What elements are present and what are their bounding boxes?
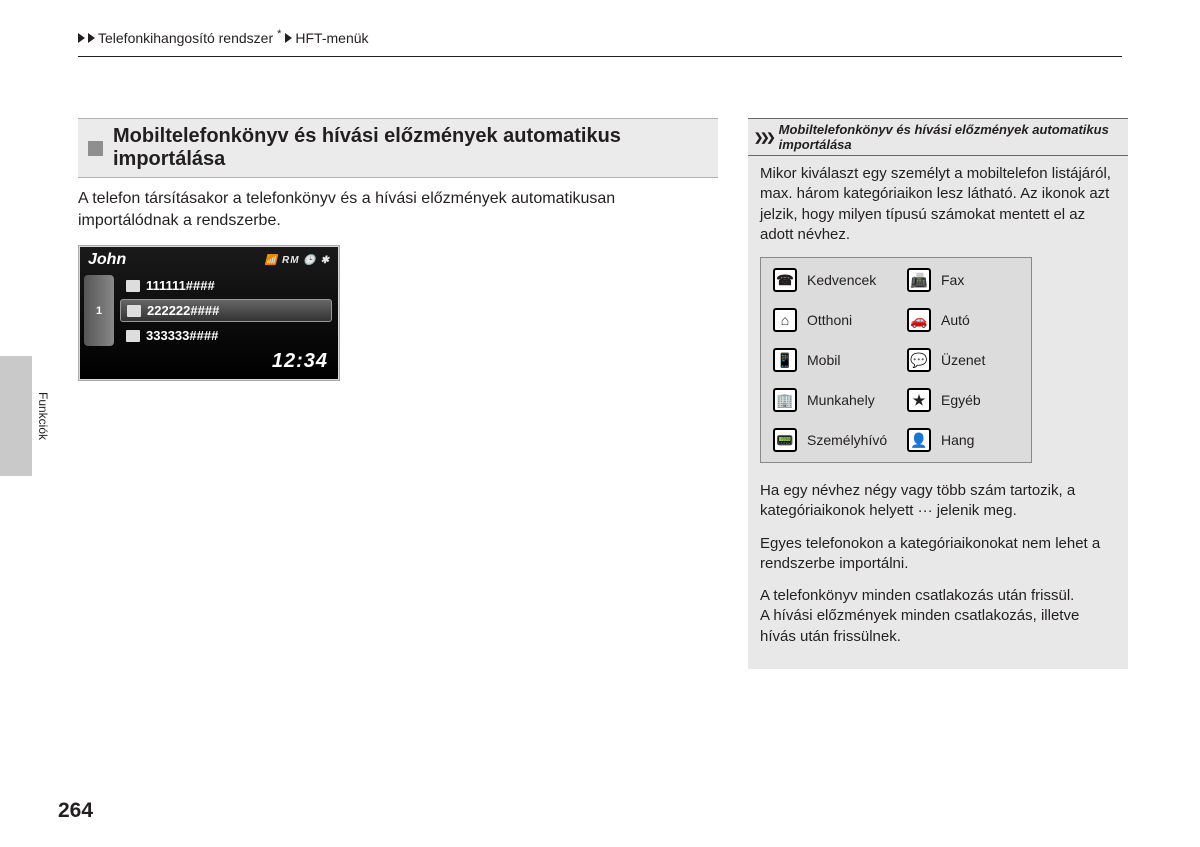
triangle-icon — [78, 33, 85, 43]
sidebar-title-text: Mobiltelefonkönyv és hívási előzmények a… — [779, 122, 1122, 152]
section-heading: Mobiltelefonkönyv és hívási előzmények a… — [78, 118, 718, 178]
info-sidebar: ❯❯❯ Mobiltelefonkönyv és hívási előzmény… — [748, 118, 1128, 669]
icon-label: Autó — [941, 311, 1019, 330]
icon-label: Mobil — [807, 351, 897, 370]
voice-icon: 👤 — [907, 428, 931, 452]
body-paragraph: A telefon társításakor a telefonkönyv és… — [78, 188, 718, 231]
category-icon-table: ☎ Kedvencek 📠 Fax ⌂ Otthoni 🚗 Autó 📱 Mob… — [760, 257, 1032, 463]
icon-label: Munkahely — [807, 391, 897, 410]
phone-number-list: 111111#### 222222#### 333333#### — [120, 275, 332, 346]
sidebar-title: ❯❯❯ Mobiltelefonkönyv és hívási előzmény… — [748, 118, 1128, 156]
breadcrumb-item: Telefonkihangosító rendszer — [98, 30, 273, 46]
phone-number: 333333#### — [146, 328, 218, 343]
sidebar-line: A hívási előzmények minden csatlakozás, … — [760, 606, 1116, 647]
page-number: 264 — [58, 799, 93, 823]
sidebar-paragraph: A telefonkönyv minden csatlakozás után f… — [760, 586, 1116, 647]
favorites-icon: ☎ — [773, 268, 797, 292]
icon-label: Hang — [941, 431, 1019, 450]
square-bullet-icon — [88, 141, 103, 156]
phone-row-selected: 222222#### — [120, 299, 332, 322]
phone-screenshot: John 📶 RM 🕒 ✱ 1 111111#### 222222#### — [78, 245, 340, 381]
phone-category-icon — [126, 330, 140, 342]
home-icon: ⌂ — [773, 308, 797, 332]
side-tab-label: Funkciók — [36, 392, 50, 440]
triangle-icon — [285, 33, 292, 43]
contact-name: John — [88, 251, 126, 269]
other-icon: ★ — [907, 388, 931, 412]
icon-label: Otthoni — [807, 311, 897, 330]
chevron-icon: ❯❯❯ — [754, 131, 773, 144]
message-icon: 💬 — [907, 348, 931, 372]
sidebar-paragraph: Ha egy névhez négy vagy több szám tartoz… — [760, 481, 1116, 522]
sidebar-line: A telefonkönyv minden csatlakozás után f… — [760, 586, 1116, 606]
divider — [78, 56, 1122, 57]
breadcrumb: Telefonkihangosító rendszer * HFT-menük — [78, 30, 369, 46]
phone-side-index: 1 — [84, 275, 114, 346]
icon-label: Üzenet — [941, 351, 1019, 370]
phone-category-icon — [127, 305, 141, 317]
icon-label: Egyéb — [941, 391, 1019, 410]
icon-label: Fax — [941, 271, 1019, 290]
work-icon: 🏢 — [773, 388, 797, 412]
main-column: Mobiltelefonkönyv és hívási előzmények a… — [78, 118, 718, 381]
status-icons: 📶 RM 🕒 ✱ — [265, 255, 330, 266]
sidebar-paragraph: Egyes telefonokon a kategóriaikonokat ne… — [760, 534, 1116, 575]
breadcrumb-item: HFT-menük — [295, 30, 368, 46]
clock-display: 12:34 — [80, 348, 338, 379]
icon-label: Kedvencek — [807, 271, 897, 290]
side-tab — [0, 356, 32, 476]
phone-row: 333333#### — [120, 325, 332, 346]
phone-number: 111111#### — [146, 278, 215, 293]
icon-label: Személyhívó — [807, 431, 897, 450]
phone-row: 111111#### — [120, 275, 332, 296]
asterisk: * — [277, 28, 281, 40]
mobile-icon: 📱 — [773, 348, 797, 372]
triangle-icon — [88, 33, 95, 43]
car-icon: 🚗 — [907, 308, 931, 332]
heading-text: Mobiltelefonkönyv és hívási előzmények a… — [113, 125, 708, 171]
phone-number: 222222#### — [147, 303, 219, 318]
pager-icon: 📟 — [773, 428, 797, 452]
sidebar-paragraph: Mikor kiválaszt egy személyt a mobiltele… — [760, 164, 1116, 245]
phone-category-icon — [126, 280, 140, 292]
fax-icon: 📠 — [907, 268, 931, 292]
